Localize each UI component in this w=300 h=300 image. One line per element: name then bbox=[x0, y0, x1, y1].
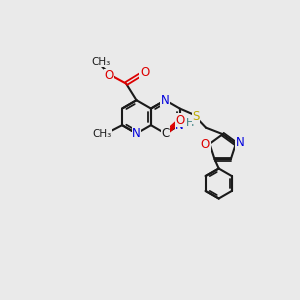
Text: S: S bbox=[192, 110, 200, 123]
Text: H: H bbox=[186, 118, 194, 128]
Text: N: N bbox=[132, 127, 141, 140]
Text: O: O bbox=[201, 138, 210, 152]
Text: N: N bbox=[175, 119, 184, 132]
Text: O: O bbox=[140, 66, 149, 79]
Text: O: O bbox=[105, 70, 114, 83]
Text: N: N bbox=[161, 94, 170, 107]
Text: CH₃: CH₃ bbox=[92, 129, 111, 139]
Text: O: O bbox=[176, 114, 185, 127]
Text: C: C bbox=[161, 127, 170, 140]
Text: N: N bbox=[236, 136, 244, 149]
Text: CH₃: CH₃ bbox=[92, 57, 111, 67]
